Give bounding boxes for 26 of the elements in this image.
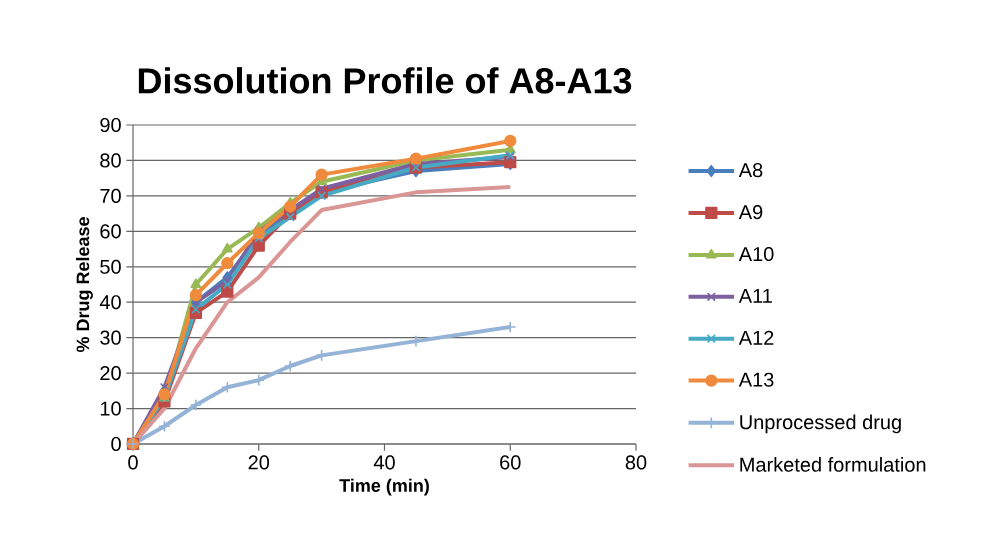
x-tick-label: 40 bbox=[373, 455, 395, 470]
legend-label: Marketed formulation bbox=[740, 457, 926, 472]
legend-label: A11 bbox=[738, 288, 772, 303]
x-axis-title: Time (min) bbox=[339, 478, 429, 496]
x-tick-label: 80 bbox=[625, 455, 647, 470]
y-tick-label: 70 bbox=[100, 188, 121, 203]
y-tick-label: 80 bbox=[100, 153, 121, 168]
y-tick-label: 50 bbox=[100, 259, 121, 274]
y-tick-label: 40 bbox=[99, 295, 121, 310]
legend-label: A13 bbox=[738, 372, 774, 387]
y-tick-label: 90 bbox=[100, 117, 121, 133]
x-tick-label: 0 bbox=[128, 455, 138, 470]
y-tick-label: 30 bbox=[100, 330, 121, 345]
legend-label: A10 bbox=[738, 246, 774, 262]
y-tick-label: 20 bbox=[100, 366, 121, 381]
legend-label: A8 bbox=[738, 163, 763, 178]
legend-label: Unprocessed drug bbox=[740, 414, 901, 434]
legend-label: A12 bbox=[738, 330, 774, 345]
y-axis-title: % Drug Release bbox=[76, 217, 93, 353]
y-tick-label: 0 bbox=[111, 436, 121, 452]
legend-label: A9 bbox=[738, 204, 763, 220]
x-tick-label: 20 bbox=[248, 455, 270, 470]
chart-title: Dissolution Profile of A8-A13 bbox=[138, 67, 632, 94]
x-tick-label: 60 bbox=[500, 455, 521, 470]
y-tick-label: 60 bbox=[100, 224, 121, 239]
y-tick-label: 10 bbox=[100, 401, 121, 416]
